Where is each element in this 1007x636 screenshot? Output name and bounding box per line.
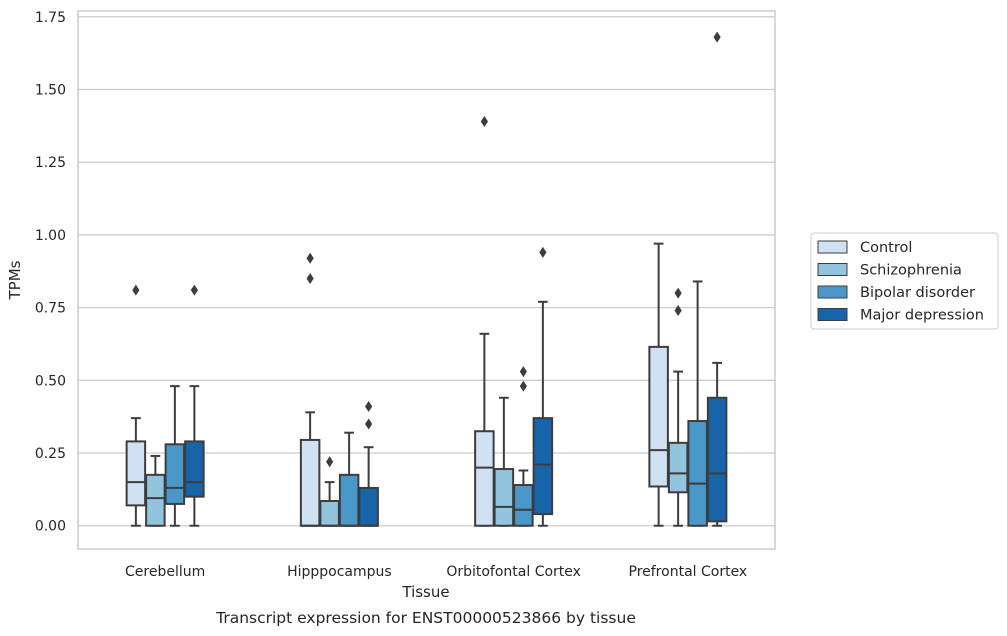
box-body [338,473,360,527]
legend-label: Control [860,240,912,256]
legend-swatch [817,263,848,276]
box-body [493,468,515,527]
plot-area-frame [77,10,776,550]
outlier-point [519,380,527,392]
y-tick-label: 1.75 [35,10,66,26]
legend-frame [810,232,999,330]
y-axis-label: TPMs [6,260,24,300]
box-control [299,252,321,527]
outlier-point [674,305,682,317]
y-tick-label: 1.50 [35,83,66,99]
x-tick-label: Cerebellum [125,564,205,580]
legend: Control Schizophrenia Bipolar disorder Majo… [810,232,999,330]
outlier-point [132,284,140,296]
box-schizophrenia [145,454,166,527]
y-tick-label: 0.75 [35,301,66,317]
outlier-point [480,116,488,128]
legend-swatch [817,308,848,321]
x-axis-label: Tissue [401,583,449,601]
box-body [667,441,689,494]
legend-label: Schizophrenia [860,263,962,279]
box-schizophrenia [319,456,340,527]
y-tick-label: 0.50 [35,373,66,389]
outlier-point [326,456,334,468]
y-tick-label: 1.00 [35,228,66,244]
y-tick-label: 0.25 [35,446,66,462]
legend-swatch [817,240,848,254]
box-body [164,443,186,505]
box-bipolar-disorder [338,431,360,527]
box-major-depression [184,284,205,527]
legend-swatch [817,285,848,299]
box-bipolar-disorder [513,366,534,527]
x-tick-label: Hipppocampus [287,564,392,580]
box-major-depression [532,246,554,527]
boxes [125,31,728,527]
box-body [184,440,205,498]
box-body [358,486,379,527]
y-tick-label: 0.00 [35,519,66,535]
box-control [474,116,495,527]
box-schizophrenia [667,287,689,527]
box-schizophrenia [493,396,515,527]
box-body [125,440,147,507]
box-bipolar-disorder [164,385,186,527]
outlier-point [519,366,527,378]
box-body [145,473,166,527]
box-body [299,438,321,527]
outlier-point [539,246,547,258]
outlier-point [306,273,314,285]
box-control [125,284,147,527]
x-tick-labels: Cerebellum Hipppocampus Orbitofontal Corte… [125,564,747,580]
box-body [474,430,495,527]
box-control [648,242,669,527]
outlier-point [365,401,373,413]
legend-label: Bipolar disorder [860,285,975,301]
outlier-point [190,284,198,296]
outlier-point [674,287,682,299]
box-bipolar-disorder [687,280,708,527]
box-major-depression [706,31,728,527]
outlier-point [713,31,721,43]
chart-caption: Transcript expression for ENST0000052386… [215,609,636,627]
box-body [319,500,340,527]
x-tick-label: Prefrontal Cortex [629,564,748,580]
box-body [513,484,534,527]
y-tick-label: 1.25 [35,155,66,171]
box-major-depression [358,401,379,527]
box-body [532,417,554,516]
outlier-point [306,252,314,264]
box-body [687,420,708,527]
box-body [648,345,669,488]
box-body [706,396,728,523]
x-tick-label: Orbitofontal Cortex [446,564,581,580]
y-tick-labels: 0.00 0.25 0.50 0.75 1.00 1.25 1.50 1.75 [35,10,66,535]
legend-label: Major depression [860,308,984,324]
outlier-point [365,418,373,430]
